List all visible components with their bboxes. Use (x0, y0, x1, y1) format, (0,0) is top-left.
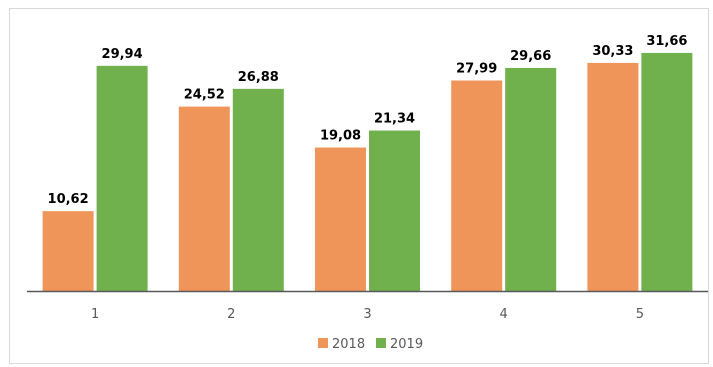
data-label-2019-1: 29,94 (102, 47, 143, 62)
bar-2019-1 (96, 65, 148, 291)
legend-swatch-2019 (376, 338, 386, 348)
x-tick-label-2: 2 (227, 307, 235, 322)
data-labels-layer: 10,62 29,94 24,52 26,88 19,08 21,34 27,99 29,66… (48, 34, 688, 207)
bar-2018-2 (178, 106, 230, 292)
bar-2019-3 (369, 130, 420, 291)
data-label-2018-1: 10,62 (48, 192, 89, 207)
bar-2019-4 (505, 67, 557, 291)
bar-2018-5 (587, 62, 639, 292)
legend-label-2018: 2018 (332, 337, 365, 352)
x-tick-label-4: 4 (500, 307, 508, 322)
legend-label-2019: 2019 (390, 337, 423, 352)
bar-2018-3 (315, 147, 366, 291)
bar-2018-1 (42, 211, 94, 291)
x-tick-label-5: 5 (636, 307, 644, 322)
bar-2018-4 (451, 80, 503, 291)
data-label-2018-3: 19,08 (320, 129, 361, 144)
bar-2019-2 (232, 88, 284, 291)
bars-layer (42, 52, 693, 292)
bar-2019-5 (641, 52, 693, 291)
legend: 2018 2019 (318, 337, 423, 352)
data-label-2018-4: 27,99 (456, 62, 497, 77)
x-tick-label-1: 1 (91, 307, 99, 322)
data-label-2019-5: 31,66 (646, 34, 687, 49)
data-label-2019-4: 29,66 (510, 49, 551, 64)
x-tick-labels-layer: 1 2 3 4 5 (91, 307, 644, 322)
data-label-2019-3: 21,34 (374, 112, 415, 127)
data-label-2018-5: 30,33 (592, 44, 633, 59)
data-label-2019-2: 26,88 (238, 70, 279, 85)
legend-swatch-2018 (318, 338, 328, 348)
data-label-2018-2: 24,52 (184, 88, 225, 103)
x-tick-label-3: 3 (363, 307, 371, 322)
